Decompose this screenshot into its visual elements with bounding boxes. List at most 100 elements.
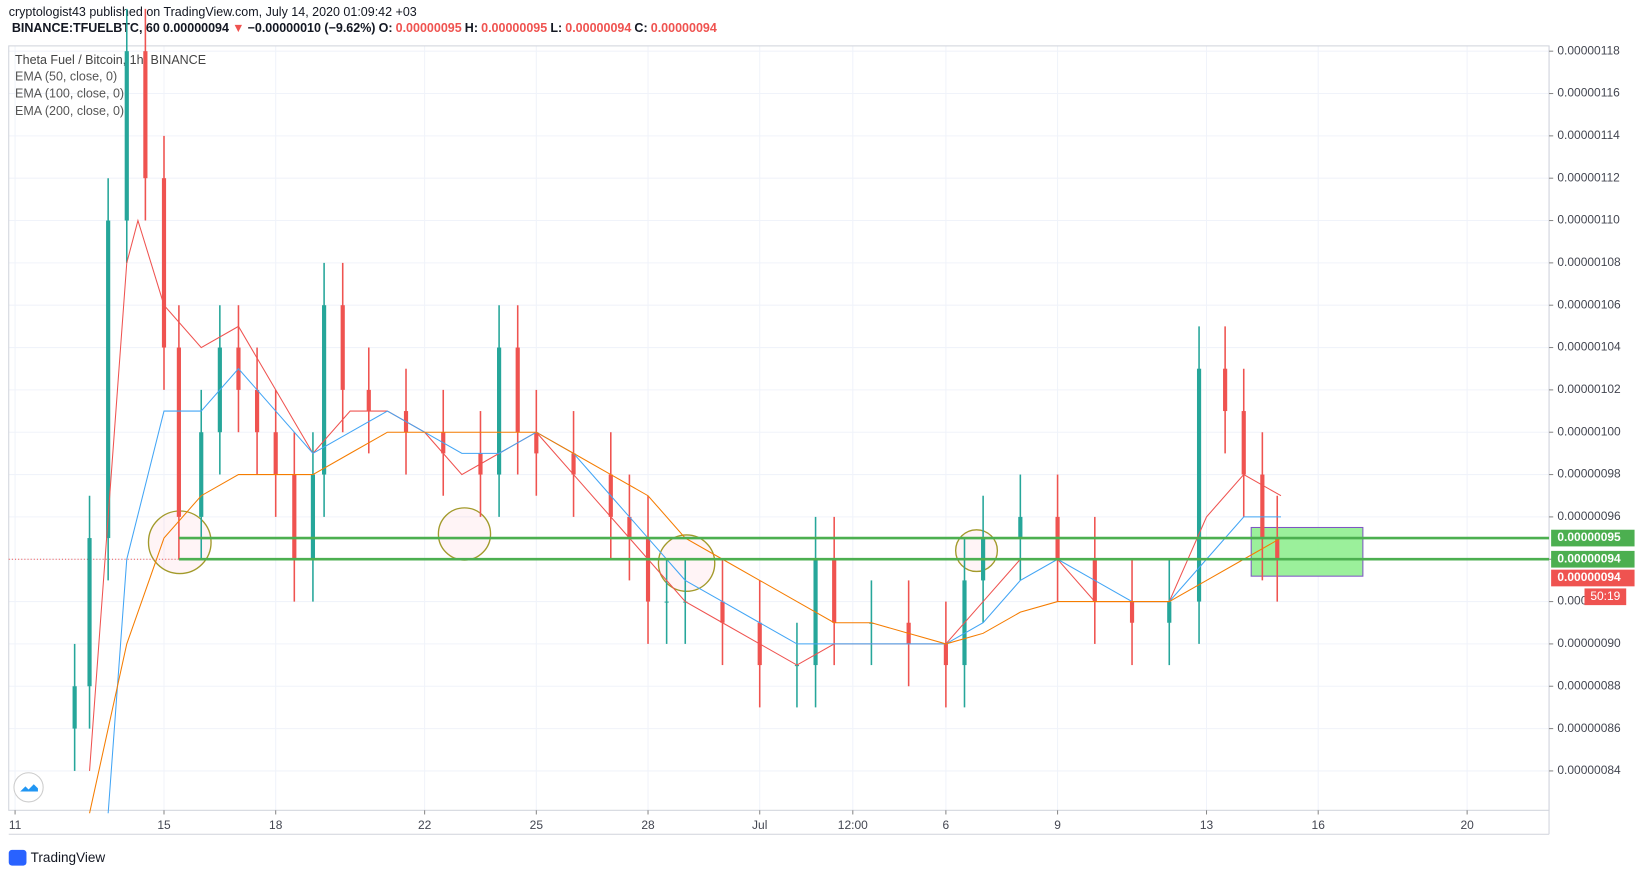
annotations — [147, 507, 999, 592]
y-tick-label: 0.00000104 — [1557, 340, 1621, 354]
bar-body — [515, 347, 520, 433]
zone-box — [1250, 526, 1364, 577]
legend-entry: EMA (50, close, 0) — [15, 69, 117, 83]
y-tick-label: 0.00000098 — [1557, 467, 1621, 481]
bar-body — [1196, 368, 1202, 602]
level-badge — [1551, 529, 1635, 547]
y-tick-label: 0.00000118 — [1557, 43, 1620, 57]
bar-body — [124, 51, 129, 221]
y-tick-label: 0.00000100 — [1557, 424, 1621, 438]
bar-body — [87, 538, 92, 687]
level-label: 0.00000094 — [1557, 551, 1621, 565]
ema-line — [89, 218, 1282, 771]
bar-body — [1275, 538, 1280, 560]
bar-body — [1241, 411, 1246, 475]
y-tick-label: 0.00000110 — [1557, 213, 1620, 227]
bar-body — [720, 601, 725, 623]
legend-entry: EMA (100, close, 0) — [15, 87, 124, 101]
ohlc-value: 0.00000094 — [651, 21, 717, 35]
x-tick-label: 18 — [269, 818, 283, 832]
x-tick-label: 22 — [418, 818, 432, 832]
bar-body — [1260, 474, 1265, 539]
x-tick-label: 20 — [1460, 818, 1474, 832]
ohlc-value: 0.00000094 — [565, 21, 631, 35]
bar-body — [199, 432, 204, 517]
bar-body — [340, 305, 345, 390]
ohlc-value: 0.00000095 — [481, 21, 547, 35]
ohlc-key: O: — [379, 21, 393, 35]
y-tick-label: 0.00000116 — [1557, 86, 1620, 100]
bar-body — [1129, 601, 1135, 623]
ohlc-key: C: — [634, 21, 647, 35]
ohlc-key: H: — [465, 21, 478, 35]
y-tick-label: 0.00000102 — [1557, 382, 1621, 396]
bar-body — [627, 516, 632, 539]
bar-body — [322, 305, 327, 475]
x-tick-label: 16 — [1312, 818, 1326, 832]
bar-body — [161, 178, 167, 348]
change: −0.00000010 (−9.62%) — [248, 21, 376, 35]
logo — [8, 849, 27, 866]
bar-body — [832, 559, 837, 623]
ema-line — [107, 367, 1281, 814]
bar-body — [176, 347, 181, 517]
level-label: 0.00000095 — [1557, 530, 1621, 544]
level-badge — [1551, 550, 1635, 568]
x-tick-label: 13 — [1200, 818, 1214, 832]
y-tick-label: 0.00000106 — [1557, 297, 1621, 311]
bar-body — [1223, 368, 1228, 412]
symbol-line: BINANCE:TFUELBTC, 60 0.00000094 ▼ −0.000000… — [12, 21, 717, 35]
legend-title: Theta Fuel / Bitcoin, 1h, BINANCE — [15, 53, 206, 67]
ohlc-value: 0.00000095 — [396, 21, 462, 35]
x-tick-label: 12:00 — [838, 818, 868, 832]
circle-annotation — [437, 507, 492, 561]
grid — [8, 45, 1550, 811]
change-arrow: ▼ — [232, 21, 244, 35]
bar-body — [106, 220, 111, 539]
bar-body — [366, 389, 371, 412]
bar-body — [571, 453, 576, 475]
bar-body — [310, 474, 316, 560]
countdown-badge — [1584, 588, 1627, 606]
last-label: 0.00000094 — [1557, 570, 1621, 584]
y-tick-label: 0.00000086 — [1557, 721, 1621, 735]
bar-body — [497, 347, 502, 475]
x-tick-label: Jul — [752, 818, 767, 832]
y-tick-label: 0.00000088 — [1557, 678, 1621, 692]
bar-body — [292, 474, 297, 560]
bar-body — [664, 601, 669, 603]
tv-icon — [20, 784, 38, 792]
symbol: BINANCE:TFUELBTC, 60 — [12, 21, 160, 35]
bar-body — [534, 432, 539, 454]
x-tick-label: 9 — [1054, 818, 1061, 832]
x-tick-label: 15 — [157, 818, 171, 832]
y-tick-label: 0.00000114 — [1557, 128, 1620, 142]
ohlc-key: L: — [550, 21, 562, 35]
header: cryptologist43 published on TradingView.… — [9, 5, 417, 19]
x-tick-label: 25 — [530, 818, 544, 832]
bar-body — [254, 389, 260, 433]
last-price: 0.00000094 — [163, 21, 229, 35]
x-tick-label: 11 — [9, 818, 22, 832]
bar-body — [143, 51, 148, 179]
last-badge — [1551, 569, 1635, 587]
countdown: 50:19 — [1590, 589, 1620, 603]
legend-entry: EMA (200, close, 0) — [15, 104, 124, 118]
circle-annotation — [954, 529, 999, 573]
tv-button[interactable] — [13, 772, 44, 803]
footer: TradingView — [31, 850, 106, 865]
bar-body — [943, 643, 948, 666]
y-tick-label: 0.00000108 — [1557, 255, 1621, 269]
y-tick-label: 0.00000112 — [1557, 170, 1620, 184]
y-tick-label: 0.00000096 — [1557, 509, 1621, 523]
x-tick-label: 6 — [943, 818, 950, 832]
y-tick-label: 0.00000084 — [1557, 763, 1621, 777]
bar-body — [1167, 601, 1172, 623]
y-tick-label: 0.00000090 — [1557, 636, 1621, 650]
x-tick-label: 28 — [641, 818, 655, 832]
bar-body — [645, 538, 651, 602]
circle-annotation — [657, 534, 716, 592]
bar-body — [72, 686, 77, 729]
